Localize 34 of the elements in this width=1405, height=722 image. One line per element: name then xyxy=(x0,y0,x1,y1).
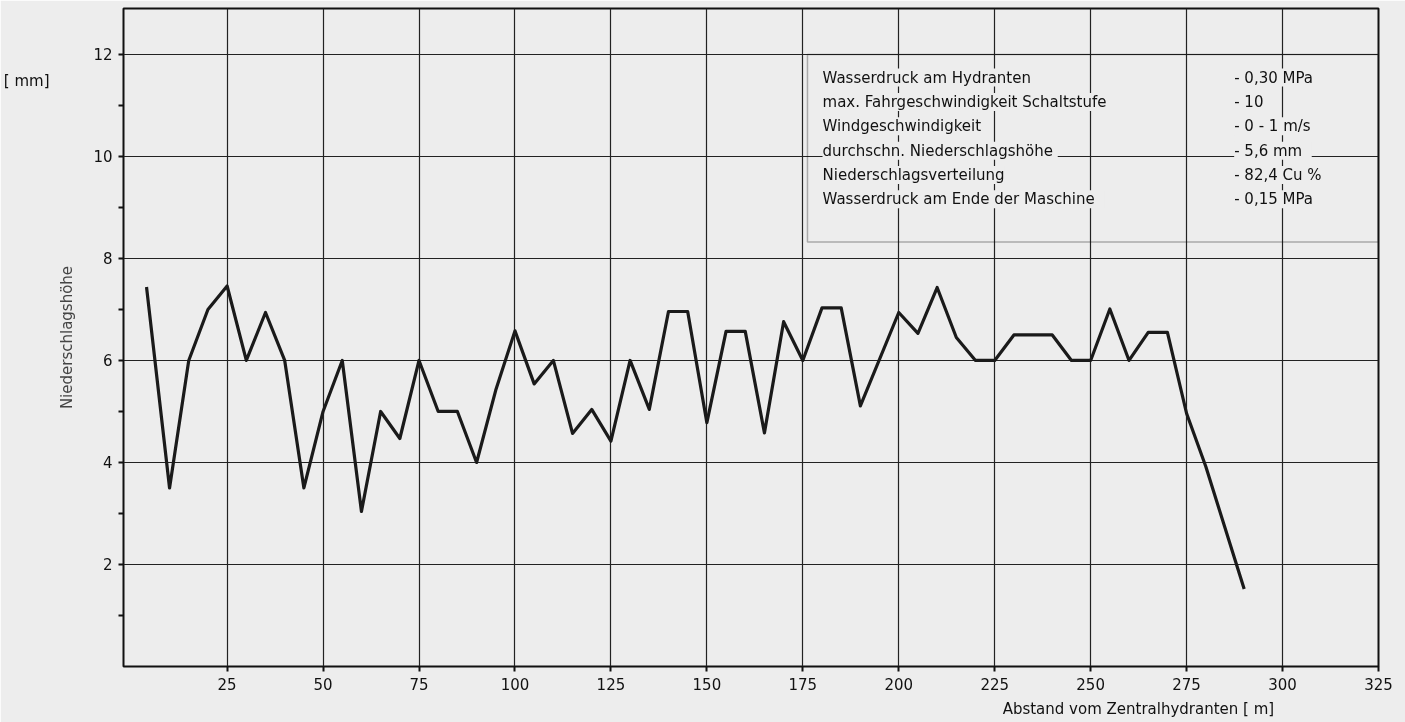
x-tick-label: 200 xyxy=(884,675,914,694)
x-tick-label: 125 xyxy=(596,675,626,694)
annotation: - 82,4 Cu % xyxy=(1234,165,1322,184)
y-tick-label: 2 xyxy=(102,556,113,575)
x-tick-label: 300 xyxy=(1268,675,1297,694)
annotation: Niederschlagsverteilung xyxy=(822,165,1005,184)
x-tick-label: 175 xyxy=(788,675,818,694)
annotation: - 0,30 MPa xyxy=(1234,68,1314,87)
x-tick-label: 50 xyxy=(313,675,333,694)
x-tick-label: 325 xyxy=(1364,675,1393,694)
y-tick-label: 8 xyxy=(102,250,113,269)
y-tick-label: 6 xyxy=(102,352,113,371)
x-tick-label: 225 xyxy=(980,675,1010,694)
x-tick-label: 275 xyxy=(1172,675,1201,694)
x-tick-label: 75 xyxy=(409,675,429,694)
x-tick-label: 100 xyxy=(500,675,530,694)
annotation: Wasserdruck am Ende der Maschine xyxy=(822,190,1095,209)
annotation: - 10 xyxy=(1234,92,1264,111)
annotation: - 0,15 MPa xyxy=(1234,190,1314,209)
y-axis-title: Niederschlagshöhe xyxy=(58,265,77,410)
annotation: Windgeschwindigkeit xyxy=(822,117,982,136)
y-tick-label: 4 xyxy=(102,454,113,473)
text: [ mm] xyxy=(3,71,50,90)
annotation: - 0 - 1 m/s xyxy=(1234,117,1311,136)
x-axis-title: Abstand vom Zentralhydranten [ m] xyxy=(1002,699,1275,718)
y-tick-label: 12 xyxy=(93,46,113,65)
x-tick-label: 150 xyxy=(692,675,722,694)
x-tick-label: 25 xyxy=(217,675,237,694)
annotation: durchschn. Niederschlagshöhe xyxy=(822,141,1053,160)
annotation: - 5,6 mm xyxy=(1234,141,1303,160)
annotation: Wasserdruck am Hydranten xyxy=(822,68,1031,87)
y-tick-label: 10 xyxy=(93,148,113,167)
x-tick-label: 250 xyxy=(1076,675,1105,694)
annotation: max. Fahrgeschwindigkeit Schaltstufe xyxy=(822,92,1107,111)
